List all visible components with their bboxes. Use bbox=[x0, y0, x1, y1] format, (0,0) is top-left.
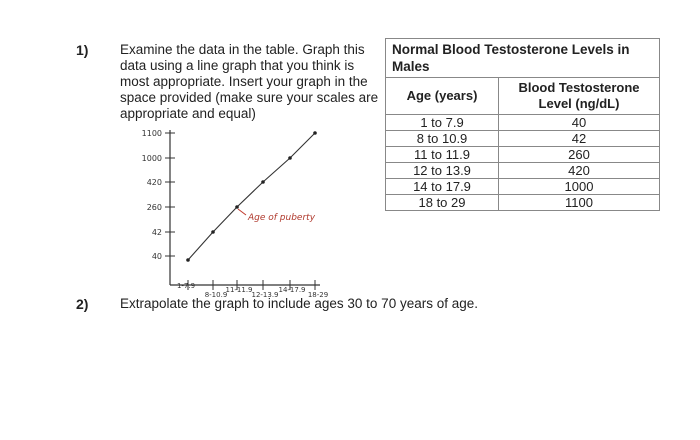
table-caption: Normal Blood Testosterone Levels in Male… bbox=[385, 38, 660, 78]
question-2-number: 2) bbox=[76, 296, 89, 312]
question-2-text: Extrapolate the graph to include ages 30… bbox=[120, 296, 478, 311]
annotation-arrow bbox=[237, 208, 247, 216]
question-1-line: appropriate and equal) bbox=[120, 106, 256, 121]
y-tick-label: 40 bbox=[152, 252, 162, 261]
table-row: 8 to 10.9 42 bbox=[385, 130, 660, 147]
data-point bbox=[186, 258, 190, 262]
data-point bbox=[313, 131, 317, 135]
x-tick-label: 8-10.9 bbox=[205, 291, 228, 299]
x-tick-label: 12-13.9 bbox=[251, 291, 278, 299]
table-row: 14 to 17.9 1000 bbox=[385, 178, 660, 195]
data-point bbox=[235, 205, 239, 209]
y-tick-label: 42 bbox=[152, 228, 162, 237]
handwritten-line-graph: 40 42 260 420 1000 1100 1-7.9 8-10.9 11-… bbox=[142, 129, 329, 299]
question-1-line: most appropriate. Insert your graph in t… bbox=[120, 74, 368, 89]
question-1-text: Examine the data in the table. Graph thi… bbox=[120, 42, 382, 122]
level-cell: 40 bbox=[498, 114, 660, 131]
y-tick-label: 420 bbox=[147, 178, 162, 187]
data-line bbox=[187, 132, 316, 261]
column-header-level: Blood Testosterone Level (ng/dL) bbox=[498, 77, 660, 115]
data-point bbox=[261, 180, 265, 184]
level-cell: 1000 bbox=[498, 178, 660, 195]
x-tick-label: 14-17.9 bbox=[278, 286, 305, 294]
age-cell: 18 to 29 bbox=[385, 194, 499, 211]
level-cell: 1100 bbox=[498, 194, 660, 211]
age-cell: 1 to 7.9 bbox=[385, 114, 499, 131]
puberty-annotation: Age of puberty bbox=[247, 213, 316, 223]
y-tick-label: 1000 bbox=[142, 154, 162, 163]
table-row: 12 to 13.9 420 bbox=[385, 162, 660, 179]
table-row: 1 to 7.9 40 bbox=[385, 114, 660, 131]
column-header-age: Age (years) bbox=[385, 77, 499, 115]
table-row: 11 to 11.9 260 bbox=[385, 146, 660, 163]
question-1-number: 1) bbox=[76, 42, 89, 58]
level-cell: 420 bbox=[498, 162, 660, 179]
age-cell: 12 to 13.9 bbox=[385, 162, 499, 179]
question-1-line: data using a line graph that you think i… bbox=[120, 58, 355, 73]
question-1-line: space provided (make sure your scales ar… bbox=[120, 90, 379, 105]
level-cell: 260 bbox=[498, 146, 660, 163]
age-cell: 8 to 10.9 bbox=[385, 130, 499, 147]
testosterone-table: Normal Blood Testosterone Levels in Male… bbox=[385, 38, 660, 211]
x-tick-label: 11-11.9 bbox=[225, 286, 252, 294]
question-1-line: Examine the data in the table. Graph thi… bbox=[120, 42, 365, 57]
y-tick-label: 1100 bbox=[142, 129, 162, 138]
x-tick-label: 1-7.9 bbox=[177, 282, 195, 290]
level-cell: 42 bbox=[498, 130, 660, 147]
data-point bbox=[211, 230, 215, 234]
y-tick-label: 260 bbox=[147, 203, 162, 212]
x-tick-label: 18-29 bbox=[308, 291, 328, 299]
table-row: 18 to 29 1100 bbox=[385, 194, 660, 211]
age-cell: 11 to 11.9 bbox=[385, 146, 499, 163]
age-cell: 14 to 17.9 bbox=[385, 178, 499, 195]
data-point bbox=[288, 156, 292, 160]
